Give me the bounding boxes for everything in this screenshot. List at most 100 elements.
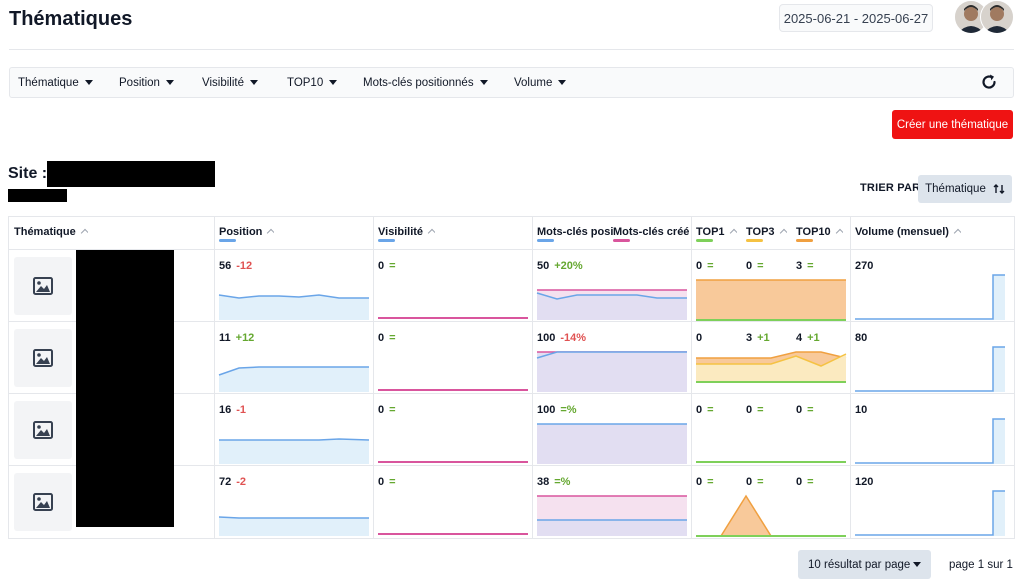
sort-up-icon <box>953 228 961 238</box>
column-header-top10[interactable]: TOP10 <box>796 226 843 238</box>
refresh-icon[interactable] <box>979 72 999 92</box>
caret-down-icon <box>558 80 567 85</box>
caret-down-icon <box>84 80 93 85</box>
volume-value: 120 <box>855 476 874 488</box>
caret-down-icon <box>165 80 174 85</box>
sort-up-icon <box>427 228 436 238</box>
column-header-mots-cles-positionnes[interactable]: Mots-clés positionnés <box>537 226 613 238</box>
sort-up-icon <box>80 228 88 238</box>
mots-cles-value: 38 =% <box>537 476 571 488</box>
volume-value: 270 <box>855 260 874 272</box>
mots-cles-value: 50 +20% <box>537 260 583 272</box>
column-header-top1[interactable]: TOP1 <box>696 226 737 238</box>
visibilite-sparkline <box>378 317 528 319</box>
sort-button[interactable]: Thématique <box>918 175 1012 203</box>
sort-up-icon <box>729 228 737 238</box>
redacted-site-url <box>8 189 67 202</box>
visibilite-value: 0 = <box>378 332 396 344</box>
per-page-select[interactable]: 10 résultat par page <box>798 550 931 579</box>
visibilite-sparkline <box>378 533 528 535</box>
filter-label: TOP10 <box>287 76 324 89</box>
sort-arrows-icon <box>993 184 1005 194</box>
filter-label: Thématique <box>18 76 79 89</box>
thematique-image-icon <box>14 329 72 387</box>
filter-position[interactable]: Position <box>119 68 174 97</box>
sort-label: TRIER PAR <box>860 182 921 194</box>
filter-top10[interactable]: TOP10 <box>287 68 338 97</box>
thematique-image-icon <box>14 473 72 531</box>
sort-value: Thématique <box>925 183 986 195</box>
filter-visibilite[interactable]: Visibilité <box>202 68 258 97</box>
top-positions-chart <box>696 461 846 463</box>
position-sparkline <box>219 438 370 464</box>
caret-down-icon <box>249 80 258 85</box>
position-value: 56 -12 <box>219 260 253 272</box>
create-thematique-button[interactable]: Créer une thématique <box>892 110 1013 139</box>
volume-value: 10 <box>855 404 868 416</box>
top3-value: 0 = <box>746 404 764 416</box>
redacted-thematique-names <box>76 250 174 527</box>
sort-up-icon <box>779 228 787 238</box>
visibilite-value: 0 = <box>378 404 396 416</box>
top-positions-chart <box>696 279 846 321</box>
mots-cles-value: 100 -14% <box>537 332 587 344</box>
filter-volume[interactable]: Volume <box>514 68 567 97</box>
top10-value: 0 = <box>796 404 814 416</box>
mots-cles-sparkline <box>537 495 687 536</box>
top3-value: 0 = <box>746 476 764 488</box>
filter-label: Position <box>119 76 160 89</box>
volume-sparkline <box>855 490 1005 536</box>
thematique-image-icon <box>14 257 72 315</box>
column-header-mots-cles-crees[interactable]: Mots-clés créés <box>613 226 689 238</box>
position-sparkline <box>218 516 369 536</box>
mots-cles-sparkline <box>537 423 687 464</box>
mots-cles-sparkline <box>536 289 687 320</box>
position-value: 72 -2 <box>219 476 247 488</box>
visibilite-value: 0 = <box>378 476 396 488</box>
sort-up-icon <box>835 228 843 238</box>
caret-down-icon <box>329 80 338 85</box>
volume-value: 80 <box>855 332 868 344</box>
top1-value: 0 = <box>696 476 714 488</box>
redacted-site-name <box>47 161 215 187</box>
avatar[interactable] <box>980 0 1014 34</box>
mots-cles-sparkline <box>536 351 687 392</box>
column-header-thematique[interactable]: Thématique <box>14 226 88 238</box>
position-sparkline <box>218 366 369 392</box>
column-header-position[interactable]: Position <box>219 226 275 238</box>
caret-down-icon <box>913 562 921 567</box>
top3-value: 3 +1 <box>746 332 770 344</box>
column-header-top3[interactable]: TOP3 <box>746 226 787 238</box>
page-title: Thématiques <box>9 8 133 30</box>
volume-sparkline <box>855 274 1005 320</box>
visibilite-value: 0 = <box>378 260 396 272</box>
filter-bar: Thématique Position Visibilité TOP10 Mot… <box>9 67 1014 98</box>
visibilite-sparkline <box>378 461 528 463</box>
top3-value: 0 = <box>746 260 764 272</box>
position-value: 11 +12 <box>219 332 255 344</box>
top-positions-chart <box>696 351 847 383</box>
top-positions-chart <box>696 494 846 537</box>
top1-value: 0 = <box>696 404 714 416</box>
top10-value: 3 = <box>796 260 814 272</box>
position-sparkline <box>218 294 369 320</box>
thematiques-table: Thématique Position Visibilité Mots-clés… <box>8 216 1015 539</box>
column-header-volume[interactable]: Volume (mensuel) <box>855 226 961 238</box>
caret-down-icon <box>479 80 488 85</box>
filter-thematique[interactable]: Thématique <box>18 68 93 97</box>
filter-mots-cles-positionnes[interactable]: Mots-clés positionnés <box>363 68 488 97</box>
page-info: page 1 sur 1 <box>949 559 1013 571</box>
column-header-visibilite[interactable]: Visibilité <box>378 226 436 238</box>
filter-label: Visibilité <box>202 76 244 89</box>
header-divider <box>9 49 1014 50</box>
position-value: 16 -1 <box>219 404 247 416</box>
top1-value: 0 <box>696 332 703 344</box>
sort-up-icon <box>267 228 275 238</box>
volume-sparkline <box>855 418 1005 464</box>
top1-value: 0 = <box>696 260 714 272</box>
filter-label: Volume <box>514 76 553 89</box>
visibilite-sparkline <box>378 389 528 391</box>
per-page-value: 10 résultat par page <box>808 558 911 571</box>
top10-value: 0 = <box>796 476 814 488</box>
date-range-picker[interactable]: 2025-06-21 - 2025-06-27 <box>779 4 933 32</box>
